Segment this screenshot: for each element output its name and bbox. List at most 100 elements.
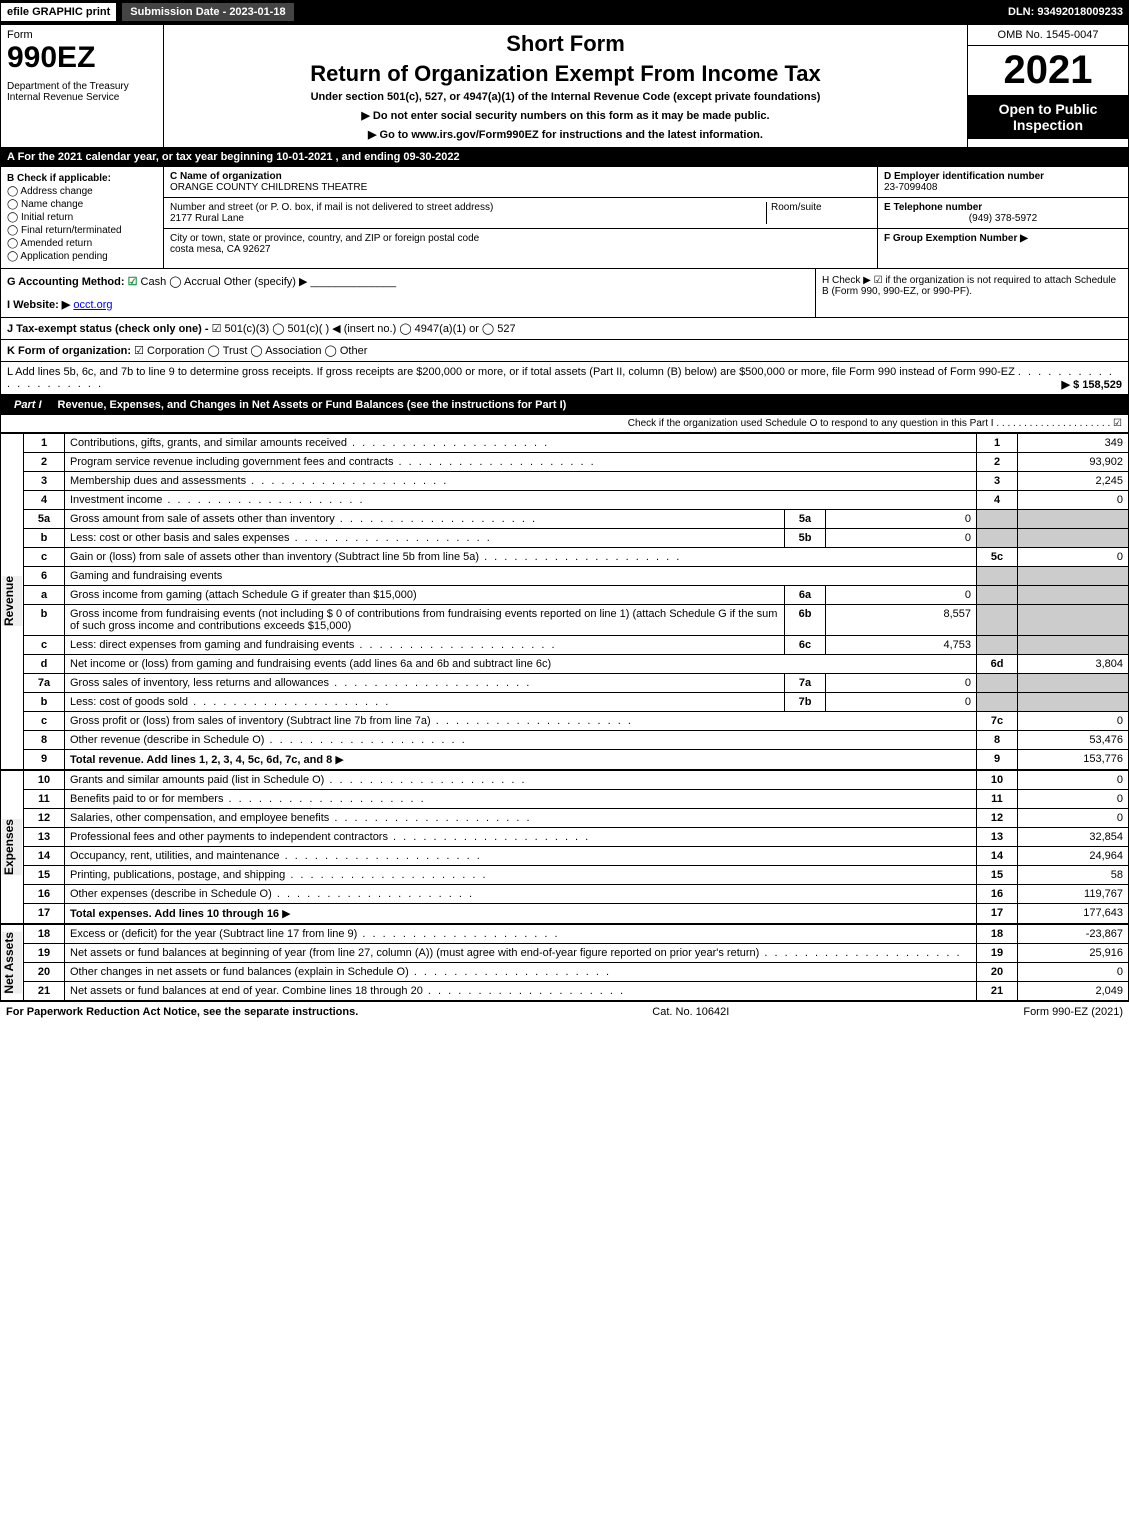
line-13-ln: 13 bbox=[977, 828, 1018, 847]
g-accrual[interactable]: Accrual bbox=[169, 276, 220, 288]
line-8-amt: 53,476 bbox=[1018, 731, 1129, 750]
line-9-num: 9 bbox=[24, 750, 65, 770]
check-initial-return[interactable]: Initial return bbox=[7, 212, 157, 223]
website-link[interactable]: occt.org bbox=[73, 299, 112, 311]
line-2-desc: Program service revenue including govern… bbox=[65, 453, 977, 472]
line-10-desc: Grants and similar amounts paid (list in… bbox=[65, 771, 977, 790]
room-suite-label: Room/suite bbox=[771, 202, 822, 213]
line-4-amt: 0 bbox=[1018, 491, 1129, 510]
check-application-pending[interactable]: Application pending bbox=[7, 251, 157, 262]
footer-right: Form 990-EZ (2021) bbox=[1023, 1006, 1123, 1018]
part1-check-o: Check if the organization used Schedule … bbox=[0, 415, 1129, 433]
col-de: D Employer identification number 23-7099… bbox=[877, 167, 1128, 268]
footer: For Paperwork Reduction Act Notice, see … bbox=[0, 1001, 1129, 1022]
line-3-ln: 3 bbox=[977, 472, 1018, 491]
line-3-num: 3 bbox=[24, 472, 65, 491]
line-10-num: 10 bbox=[24, 771, 65, 790]
line-5a-desc: Gross amount from sale of assets other t… bbox=[65, 510, 785, 529]
check-address-change[interactable]: Address change bbox=[7, 186, 157, 197]
line-5b-desc: Less: cost or other basis and sales expe… bbox=[65, 529, 785, 548]
line-7c-num: c bbox=[24, 712, 65, 731]
line-5c-num: c bbox=[24, 548, 65, 567]
line-6a-sub: 6a bbox=[785, 586, 826, 605]
netassets-vlabel: Net Assets bbox=[2, 932, 22, 994]
line-16-num: 16 bbox=[24, 885, 65, 904]
line-2-amt: 93,902 bbox=[1018, 453, 1129, 472]
part1-header: Part I Revenue, Expenses, and Changes in… bbox=[0, 395, 1129, 415]
revenue-vlabel: Revenue bbox=[2, 576, 22, 626]
line-11-amt: 0 bbox=[1018, 790, 1129, 809]
line-6a-desc: Gross income from gaming (attach Schedul… bbox=[65, 586, 785, 605]
line-11-num: 11 bbox=[24, 790, 65, 809]
line-6a-num: a bbox=[24, 586, 65, 605]
line-9-ln: 9 bbox=[977, 750, 1018, 770]
revenue-table: 1Contributions, gifts, grants, and simil… bbox=[23, 433, 1129, 770]
line-18-ln: 18 bbox=[977, 925, 1018, 944]
revenue-vlabel-cell: Revenue bbox=[0, 433, 23, 770]
line-18-num: 18 bbox=[24, 925, 65, 944]
line-7b-sub: 7b bbox=[785, 693, 826, 712]
line-9-amt: 153,776 bbox=[1018, 750, 1129, 770]
part1-label: Part I bbox=[6, 399, 50, 411]
g-label: G Accounting Method: bbox=[7, 276, 125, 288]
gh-row: G Accounting Method: Cash Accrual Other … bbox=[0, 269, 1129, 318]
line-15-desc: Printing, publications, postage, and shi… bbox=[65, 866, 977, 885]
line-7c-desc: Gross profit or (loss) from sales of inv… bbox=[65, 712, 977, 731]
form-label: Form bbox=[7, 29, 157, 41]
line-15-ln: 15 bbox=[977, 866, 1018, 885]
check-name-change[interactable]: Name change bbox=[7, 199, 157, 210]
line-12-ln: 12 bbox=[977, 809, 1018, 828]
line-1-desc: Contributions, gifts, grants, and simila… bbox=[65, 434, 977, 453]
form-header: Form 990EZ Department of the Treasury In… bbox=[0, 24, 1129, 148]
check-amended-return[interactable]: Amended return bbox=[7, 238, 157, 249]
line-6d-ln: 6d bbox=[977, 655, 1018, 674]
line-16-amt: 119,767 bbox=[1018, 885, 1129, 904]
line-1-num: 1 bbox=[24, 434, 65, 453]
l-gross-receipts: L Add lines 5b, 6c, and 7b to line 9 to … bbox=[0, 362, 1129, 395]
expenses-table: 10Grants and similar amounts paid (list … bbox=[23, 770, 1129, 924]
line-7a-desc: Gross sales of inventory, less returns a… bbox=[65, 674, 785, 693]
line-6c-subval: 4,753 bbox=[826, 636, 977, 655]
line-7b-num: b bbox=[24, 693, 65, 712]
footer-center: Cat. No. 10642I bbox=[358, 1006, 1023, 1018]
line-19-ln: 19 bbox=[977, 944, 1018, 963]
expenses-section: Expenses 10Grants and similar amounts pa… bbox=[0, 770, 1129, 924]
header-center: Short Form Return of Organization Exempt… bbox=[164, 25, 967, 147]
expenses-vlabel: Expenses bbox=[2, 819, 22, 875]
ein-label: D Employer identification number bbox=[884, 171, 1044, 182]
line-17-ln: 17 bbox=[977, 904, 1018, 924]
line-1-ln: 1 bbox=[977, 434, 1018, 453]
line-2-num: 2 bbox=[24, 453, 65, 472]
check-final-return[interactable]: Final return/terminated bbox=[7, 225, 157, 236]
line-9-desc: Total revenue. Add lines 1, 2, 3, 4, 5c,… bbox=[65, 750, 977, 770]
line-15-amt: 58 bbox=[1018, 866, 1129, 885]
line-15-num: 15 bbox=[24, 866, 65, 885]
line-21-desc: Net assets or fund balances at end of ye… bbox=[65, 982, 977, 1001]
line-11-desc: Benefits paid to or for members bbox=[65, 790, 977, 809]
line-6b-sub: 6b bbox=[785, 605, 826, 636]
col-c-org-info: C Name of organization ORANGE COUNTY CHI… bbox=[164, 167, 877, 268]
street-address: 2177 Rural Lane bbox=[170, 213, 244, 224]
g-cash[interactable]: Cash bbox=[128, 276, 167, 288]
phone-value: (949) 378-5972 bbox=[884, 213, 1122, 224]
line-8-num: 8 bbox=[24, 731, 65, 750]
g-other[interactable]: Other (specify) ▶ bbox=[224, 276, 308, 288]
line-12-desc: Salaries, other compensation, and employ… bbox=[65, 809, 977, 828]
omb-number: OMB No. 1545-0047 bbox=[968, 25, 1128, 46]
line-20-num: 20 bbox=[24, 963, 65, 982]
goto-link[interactable]: ▶ Go to www.irs.gov/Form990EZ for instru… bbox=[170, 128, 961, 141]
j-options[interactable]: ☑ 501(c)(3) ◯ 501(c)( ) ◀ (insert no.) ◯… bbox=[212, 323, 516, 335]
j-tax-exempt: J Tax-exempt status (check only one) - ☑… bbox=[0, 318, 1129, 340]
g-accounting-method: G Accounting Method: Cash Accrual Other … bbox=[1, 269, 815, 317]
line-6b-desc: Gross income from fundraising events (no… bbox=[65, 605, 785, 636]
k-form-org: K Form of organization: ☑ Corporation ◯ … bbox=[0, 340, 1129, 362]
open-to-public: Open to Public Inspection bbox=[968, 95, 1128, 139]
j-label: J Tax-exempt status (check only one) - bbox=[7, 323, 209, 335]
city-label: City or town, state or province, country… bbox=[170, 233, 479, 244]
k-label: K Form of organization: bbox=[7, 345, 131, 357]
efile-print-button[interactable]: efile GRAPHIC print bbox=[0, 2, 117, 22]
line-13-num: 13 bbox=[24, 828, 65, 847]
line-7a-sub: 7a bbox=[785, 674, 826, 693]
line-21-amt: 2,049 bbox=[1018, 982, 1129, 1001]
k-options[interactable]: ☑ Corporation ◯ Trust ◯ Association ◯ Ot… bbox=[134, 345, 367, 357]
